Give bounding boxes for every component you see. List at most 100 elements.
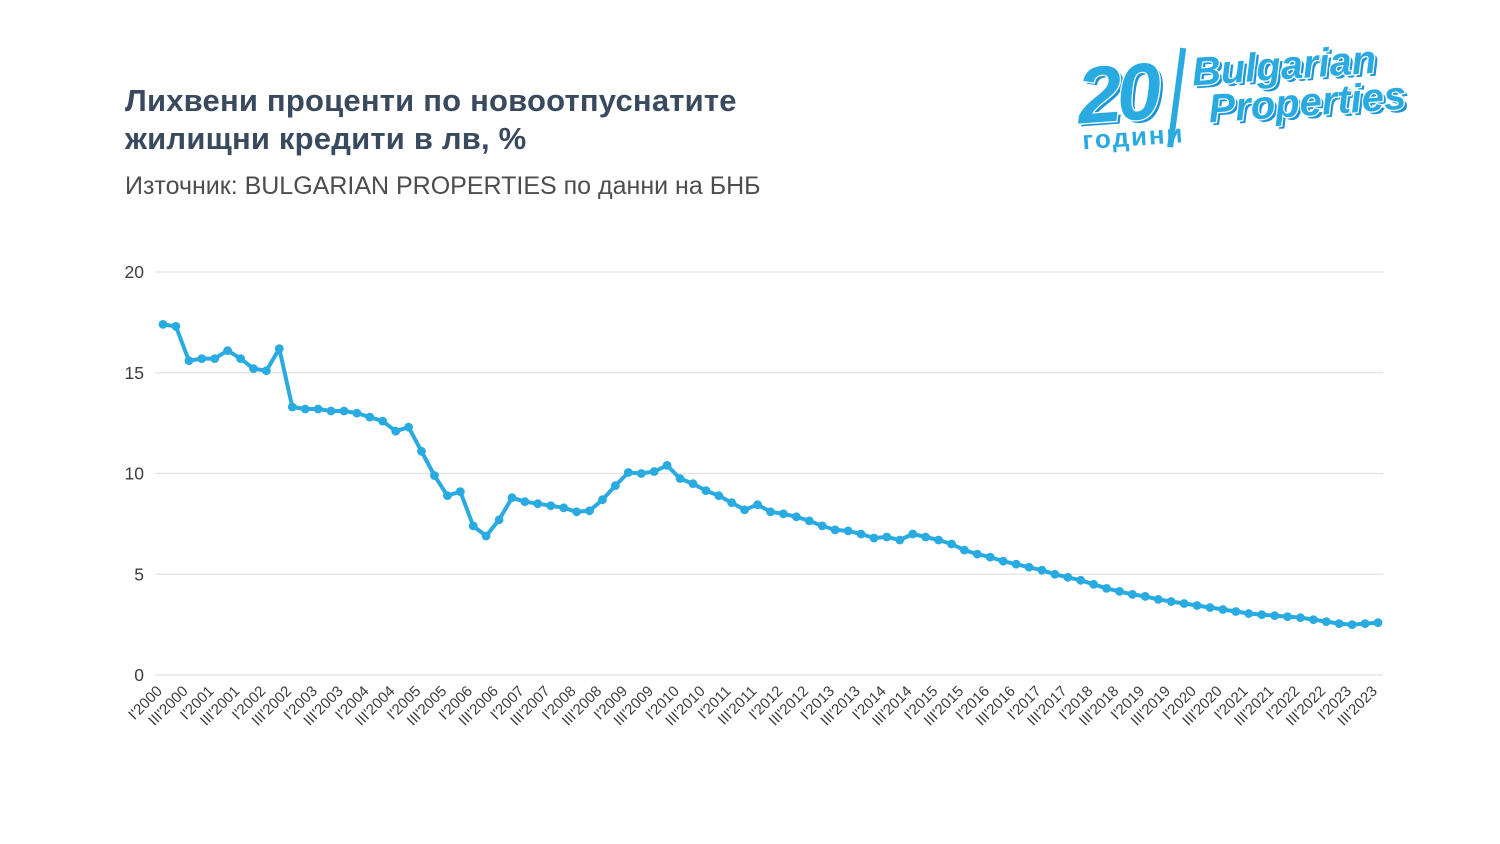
page-title-line1: Лихвени проценти по новоотпуснатите bbox=[125, 83, 737, 118]
data-point bbox=[714, 491, 724, 501]
data-point bbox=[352, 408, 362, 418]
data-point bbox=[1205, 603, 1215, 612]
data-point bbox=[753, 500, 762, 510]
data-point bbox=[1166, 597, 1176, 606]
data-point bbox=[481, 531, 491, 541]
data-point bbox=[313, 404, 323, 414]
data-point bbox=[662, 461, 672, 470]
data-point bbox=[455, 487, 465, 496]
data-point bbox=[1218, 605, 1228, 614]
data-point bbox=[1050, 569, 1060, 579]
data-point bbox=[249, 364, 258, 374]
data-point bbox=[1076, 575, 1086, 585]
data-point bbox=[585, 506, 594, 516]
data-point bbox=[960, 545, 969, 555]
logo-brand-line2: Properties bbox=[1207, 74, 1407, 132]
data-point bbox=[1244, 609, 1254, 618]
data-point bbox=[572, 507, 581, 517]
data-point bbox=[1347, 620, 1357, 629]
data-point bbox=[1179, 599, 1189, 608]
data-point bbox=[908, 529, 918, 539]
data-point bbox=[972, 549, 982, 559]
data-point bbox=[1089, 579, 1098, 589]
data-point bbox=[985, 552, 995, 562]
data-point bbox=[1115, 587, 1124, 596]
data-point bbox=[171, 322, 181, 331]
data-point bbox=[740, 505, 749, 515]
data-point bbox=[391, 426, 401, 436]
data-point bbox=[1153, 595, 1163, 604]
data-point bbox=[856, 529, 866, 539]
data-point bbox=[688, 479, 698, 488]
data-point bbox=[675, 474, 685, 483]
logo-20-shadow: 20 bbox=[1075, 49, 1166, 144]
data-point bbox=[1231, 607, 1241, 616]
data-point bbox=[792, 512, 801, 522]
data-point bbox=[507, 493, 517, 503]
data-point bbox=[184, 356, 194, 366]
logo-years-word: години bbox=[1081, 118, 1185, 155]
y-tick-label: 15 bbox=[125, 363, 144, 383]
line-chart: 05101520I'2000III'2000I'2001III'2001I'20… bbox=[125, 262, 1383, 729]
y-tick-label: 20 bbox=[125, 262, 145, 282]
data-point bbox=[223, 346, 233, 355]
data-point bbox=[804, 516, 814, 526]
data-point bbox=[817, 521, 827, 531]
data-point bbox=[727, 498, 737, 508]
data-point bbox=[947, 539, 956, 549]
data-point bbox=[998, 556, 1008, 566]
data-point bbox=[520, 497, 530, 507]
data-point bbox=[417, 446, 426, 456]
data-point bbox=[365, 412, 375, 422]
data-point bbox=[546, 501, 556, 511]
data-point bbox=[636, 469, 646, 478]
data-point bbox=[611, 481, 620, 490]
data-point bbox=[1192, 601, 1202, 610]
data-point bbox=[326, 406, 336, 416]
data-point bbox=[1102, 584, 1111, 593]
data-point bbox=[649, 467, 659, 476]
data-point bbox=[1140, 592, 1150, 601]
logo-slash bbox=[1167, 47, 1187, 148]
data-point bbox=[869, 533, 879, 543]
data-point bbox=[494, 515, 504, 525]
data-point bbox=[430, 471, 439, 480]
data-point bbox=[843, 526, 853, 536]
data-point bbox=[1270, 611, 1279, 620]
data-point bbox=[287, 402, 297, 412]
data-point bbox=[921, 532, 930, 542]
data-point bbox=[1024, 562, 1034, 572]
data-point bbox=[1321, 617, 1331, 626]
page-title: Лихвени проценти по новоотпуснатите жили… bbox=[125, 82, 737, 158]
data-point bbox=[378, 416, 388, 426]
data-point bbox=[623, 468, 633, 477]
data-point bbox=[210, 354, 220, 363]
data-point bbox=[559, 503, 569, 513]
data-point bbox=[766, 507, 775, 517]
logo-group: 20 Bulgarian Properties 20 години Bulgar… bbox=[1071, 40, 1411, 156]
page-title-line2: жилищни кредити в лв, % bbox=[125, 120, 527, 156]
data-point bbox=[158, 320, 168, 329]
logo-20: 20 bbox=[1072, 46, 1163, 141]
series-line bbox=[161, 322, 1380, 627]
data-point bbox=[236, 354, 246, 363]
data-point bbox=[533, 499, 543, 509]
data-point bbox=[882, 532, 892, 542]
data-point bbox=[598, 495, 607, 505]
data-point bbox=[1037, 565, 1047, 575]
data-point bbox=[339, 406, 349, 416]
data-point bbox=[300, 404, 310, 414]
data-point bbox=[443, 491, 452, 501]
data-point bbox=[468, 521, 478, 531]
data-point bbox=[262, 366, 271, 376]
data-point bbox=[1296, 613, 1305, 622]
data-point bbox=[895, 535, 905, 545]
data-point bbox=[1063, 572, 1073, 582]
y-tick-label: 5 bbox=[134, 564, 144, 584]
chart-source: Източник: BULGARIAN PROPERTIES по данни … bbox=[125, 172, 761, 200]
data-point bbox=[1257, 610, 1267, 619]
data-point bbox=[1373, 618, 1383, 627]
data-point bbox=[1360, 619, 1370, 628]
data-point bbox=[701, 486, 711, 495]
